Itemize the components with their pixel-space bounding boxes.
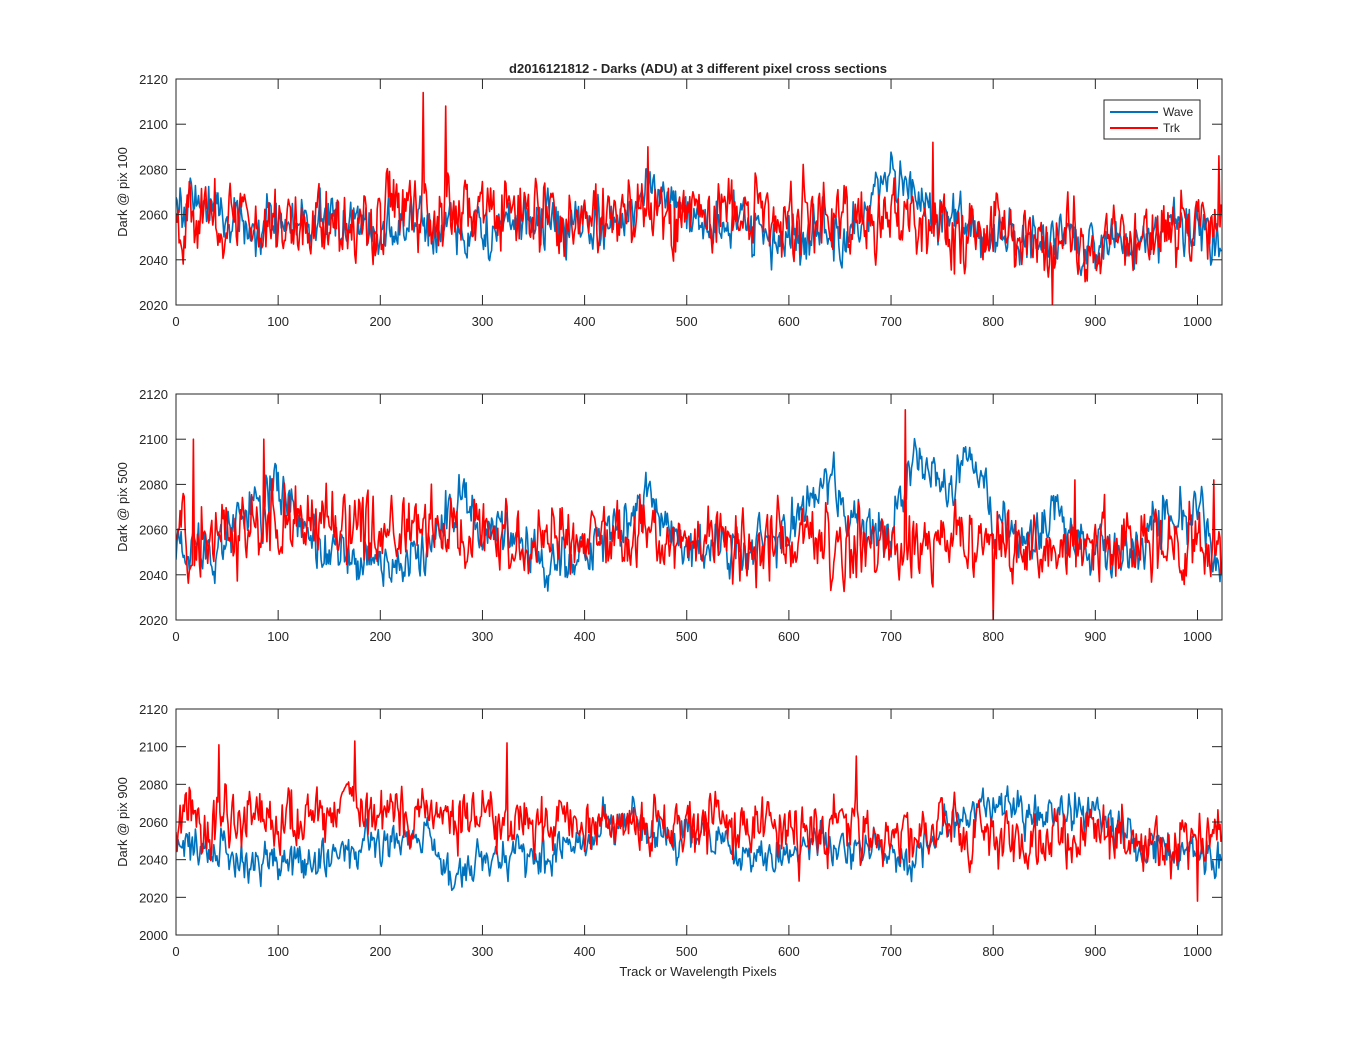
x-tick-label: 100 [267, 629, 289, 644]
plot-area [176, 740, 1222, 902]
y-tick-label: 2060 [139, 523, 168, 538]
y-tick-label: 2120 [139, 702, 168, 717]
x-tick-label: 800 [982, 944, 1004, 959]
y-tick-label: 2080 [139, 477, 168, 492]
plot-area [176, 409, 1222, 620]
y-tick-label: 2060 [139, 208, 168, 223]
x-tick-label: 0 [172, 629, 179, 644]
y-tick-label: 2020 [139, 298, 168, 313]
x-tick-label: 300 [472, 944, 494, 959]
x-tick-label: 1000 [1183, 944, 1212, 959]
x-tick-label: 0 [172, 944, 179, 959]
y-tick-label: 2100 [139, 740, 168, 755]
y-axis-label: Dark @ pix 100 [115, 147, 130, 237]
series-line-trk [176, 409, 1222, 620]
x-tick-label: 700 [880, 629, 902, 644]
x-tick-label: 400 [574, 314, 596, 329]
legend: Wave Trk [1103, 99, 1201, 140]
y-tick-label: 2020 [139, 613, 168, 628]
y-tick-label: 2020 [139, 890, 168, 905]
y-tick-label: 2080 [139, 777, 168, 792]
axes-box [175, 393, 1223, 621]
x-tick-label: 500 [676, 944, 698, 959]
x-tick-label: 400 [574, 629, 596, 644]
series-line-trk [176, 91, 1222, 305]
legend-label-wave: Wave [1163, 105, 1194, 119]
y-tick-label: 2040 [139, 853, 168, 868]
x-tick-label: 400 [574, 944, 596, 959]
y-tick-label: 2000 [139, 928, 168, 943]
x-tick-label: 700 [880, 944, 902, 959]
x-tick-label: 100 [267, 314, 289, 329]
x-tick-label: 100 [267, 944, 289, 959]
subplot-pix-100: Dark @ pix 100 0 100 200 300 400 500 600 700 800… [115, 72, 1223, 329]
x-tick-label: 200 [369, 314, 391, 329]
legend-label-trk: Trk [1163, 121, 1181, 135]
x-tick-label: 600 [778, 944, 800, 959]
x-axis-label: Track or Wavelength Pixels [619, 964, 777, 979]
x-tick-label: 0 [172, 314, 179, 329]
x-tick-label: 700 [880, 314, 902, 329]
x-tick-label: 900 [1084, 944, 1106, 959]
y-tick-label: 2120 [139, 387, 168, 402]
y-tick-label: 2060 [139, 815, 168, 830]
y-tick-label: 2040 [139, 253, 168, 268]
x-tick-label: 1000 [1183, 314, 1212, 329]
x-tick-label: 800 [982, 314, 1004, 329]
x-tick-label: 300 [472, 314, 494, 329]
x-tick-label: 300 [472, 629, 494, 644]
x-tick-label: 500 [676, 629, 698, 644]
x-tick-label: 200 [369, 944, 391, 959]
figure-title: d2016121812 - Darks (ADU) at 3 different… [509, 61, 887, 76]
legend-box [1103, 99, 1201, 140]
x-tick-label: 200 [369, 629, 391, 644]
y-axis-label: Dark @ pix 500 [115, 462, 130, 552]
x-tick-label: 1000 [1183, 629, 1212, 644]
y-tick-label: 2120 [139, 72, 168, 87]
x-tick-label: 600 [778, 314, 800, 329]
y-tick-label: 2100 [139, 117, 168, 132]
x-tick-label: 900 [1084, 629, 1106, 644]
plot-area [176, 91, 1222, 305]
y-tick-label: 2080 [139, 162, 168, 177]
subplot-pix-500: Dark @ pix 500 0 100 200 300 400 500 600 700 800… [115, 387, 1223, 644]
x-tick-label: 800 [982, 629, 1004, 644]
y-tick-label: 2040 [139, 568, 168, 583]
x-tick-label: 900 [1084, 314, 1106, 329]
x-tick-label: 600 [778, 629, 800, 644]
x-tick-label: 500 [676, 314, 698, 329]
y-axis-label: Dark @ pix 900 [115, 777, 130, 867]
subplot-pix-900: Dark @ pix 900 0 100 200 300 400 500 600 700 800… [115, 702, 1223, 959]
axes-box [175, 78, 1223, 306]
series-line-wave [176, 437, 1222, 592]
series-line-trk [176, 740, 1222, 902]
y-tick-label: 2100 [139, 432, 168, 447]
